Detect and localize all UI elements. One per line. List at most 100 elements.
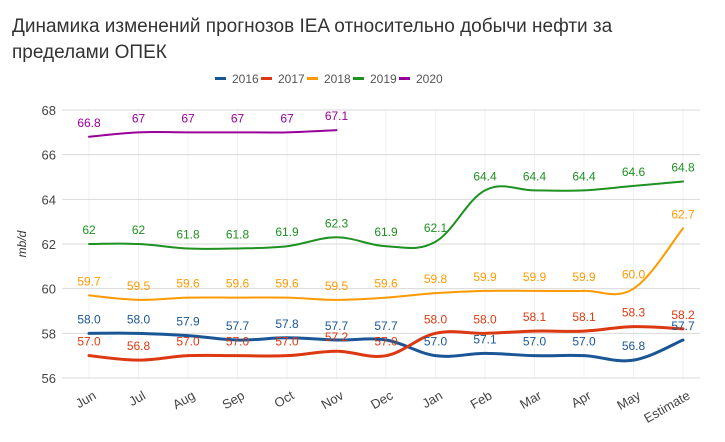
x-tick-label: Apr — [568, 387, 594, 410]
data-label-2016: 57.1 — [473, 332, 497, 346]
data-label-2018: 59.6 — [275, 277, 299, 291]
data-label-2017: 57.0 — [374, 335, 398, 349]
data-label-2019: 62 — [132, 223, 146, 237]
data-label-2019: 64.4 — [523, 169, 547, 183]
data-label-2019: 64.4 — [473, 169, 497, 183]
data-label-2016: 57.0 — [523, 335, 547, 349]
legend-label: 2018 — [324, 72, 351, 86]
data-label-2018: 59.6 — [176, 277, 200, 291]
data-label-2016: 58.0 — [77, 312, 101, 326]
data-label-2017: 57.0 — [176, 335, 200, 349]
data-label-2017: 57.0 — [275, 335, 299, 349]
legend-swatch — [353, 77, 364, 80]
data-label-2017: 58.1 — [523, 310, 547, 324]
data-label-2019: 61.9 — [374, 225, 398, 239]
y-tick-label: 66 — [42, 148, 56, 163]
data-label-2020: 66.8 — [77, 116, 101, 130]
y-tick-label: 60 — [42, 282, 56, 297]
x-tick-label: Sep — [219, 388, 247, 413]
data-label-2016: 56.8 — [622, 339, 646, 353]
x-tick-label: Jul — [126, 388, 148, 409]
data-label-2018: 59.7 — [77, 274, 101, 288]
data-labels: 58.0 58.0 57.9 57.7 57.8 57.7 57.7 57.0 57.1 57.0… — [77, 109, 695, 353]
data-label-2019: 61.8 — [176, 227, 200, 241]
legend-label: 2017 — [278, 72, 305, 86]
y-tick-label: 68 — [42, 103, 56, 118]
y-tick-label: 64 — [42, 192, 56, 207]
data-label-2016: 57.7 — [325, 319, 349, 333]
data-label-2020: 67 — [132, 111, 146, 125]
data-label-2017: 57.0 — [77, 335, 101, 349]
x-tick-label: Dec — [368, 387, 396, 412]
data-label-2019: 62.3 — [325, 216, 349, 230]
series — [87, 129, 685, 363]
data-label-2017: 58.2 — [671, 308, 695, 322]
data-label-2016: 57.0 — [424, 335, 448, 349]
data-label-2019: 62.1 — [424, 221, 448, 235]
data-label-2018: 59.6 — [374, 277, 398, 291]
x-tick-label: Aug — [170, 388, 198, 413]
data-label-2017: 58.3 — [622, 306, 646, 320]
data-label-2016: 57.9 — [176, 315, 200, 329]
data-label-2019: 64.8 — [671, 160, 695, 174]
data-label-2018: 59.9 — [523, 270, 547, 284]
legend-item-2020[interactable]: 2020 — [399, 72, 443, 86]
x-tick-label: Mar — [517, 387, 544, 412]
data-label-2018: 59.8 — [424, 272, 448, 286]
y-axis: mb/d 56 58 60 62 64 66 68 — [15, 103, 56, 386]
x-tick-label: May — [614, 387, 643, 413]
data-label-2018: 59.9 — [473, 270, 497, 284]
data-label-2019: 61.9 — [275, 225, 299, 239]
data-label-2020: 67 — [181, 111, 195, 125]
x-tick-label: Estimate — [641, 388, 692, 426]
series-line-2016 — [87, 331, 685, 363]
data-label-2016: 57.0 — [572, 335, 596, 349]
data-label-2016: 57.7 — [671, 319, 695, 333]
data-label-2018: 62.7 — [671, 207, 695, 221]
legend-label: 2016 — [232, 72, 259, 86]
data-label-2019: 61.8 — [226, 227, 250, 241]
data-label-2020: 67.1 — [325, 109, 349, 123]
data-label-2018: 59.5 — [325, 279, 349, 293]
data-label-2020: 67 — [231, 111, 245, 125]
data-label-2019: 62 — [82, 223, 96, 237]
legend-item-2018[interactable]: 2018 — [307, 72, 351, 86]
legend-item-2016[interactable]: 2016 — [215, 72, 259, 86]
data-label-2016: 57.7 — [374, 319, 398, 333]
legend-swatch — [399, 77, 410, 80]
x-tick-label: Feb — [468, 388, 495, 412]
data-label-2016: 58.0 — [127, 312, 151, 326]
data-label-2017: 58.0 — [424, 312, 448, 326]
legend-item-2019[interactable]: 2019 — [353, 72, 397, 86]
series-line-2020 — [88, 129, 338, 138]
legend-label: 2020 — [416, 72, 443, 86]
data-label-2018: 60.0 — [622, 268, 646, 282]
legend-item-2017[interactable]: 2017 — [261, 72, 305, 86]
y-tick-label: 58 — [42, 326, 56, 341]
x-tick-label: Jun — [73, 388, 99, 411]
data-label-2019: 64.6 — [622, 165, 646, 179]
y-axis-title: mb/d — [15, 230, 29, 257]
data-label-2018: 59.9 — [572, 270, 596, 284]
x-tick-label: Jan — [419, 388, 445, 411]
data-label-2017: 56.8 — [127, 339, 151, 353]
chart-title: Динамика изменений прогнозов IEA относит… — [12, 16, 613, 63]
series-line-2017 — [87, 325, 685, 362]
y-tick-label: 62 — [42, 237, 56, 252]
data-label-2018: 59.6 — [226, 277, 250, 291]
data-label-2016: 57.7 — [226, 319, 250, 333]
legend-label: 2019 — [370, 72, 397, 86]
data-label-2018: 59.5 — [127, 279, 151, 293]
data-label-2017: 57.0 — [226, 335, 250, 349]
x-tick-label: Nov — [318, 387, 346, 412]
data-label-2017: 58.1 — [572, 310, 596, 324]
legend-swatch — [261, 77, 272, 80]
data-label-2016: 57.8 — [275, 317, 299, 331]
data-label-2017: 57.2 — [325, 330, 349, 344]
y-tick-label: 56 — [42, 371, 56, 386]
legend-swatch — [215, 77, 226, 80]
x-axis: Jun Jul Aug Sep Oct Nov Dec Jan Feb Mar Apr MayEsti… — [73, 387, 693, 426]
x-tick-label: Oct — [271, 387, 296, 410]
